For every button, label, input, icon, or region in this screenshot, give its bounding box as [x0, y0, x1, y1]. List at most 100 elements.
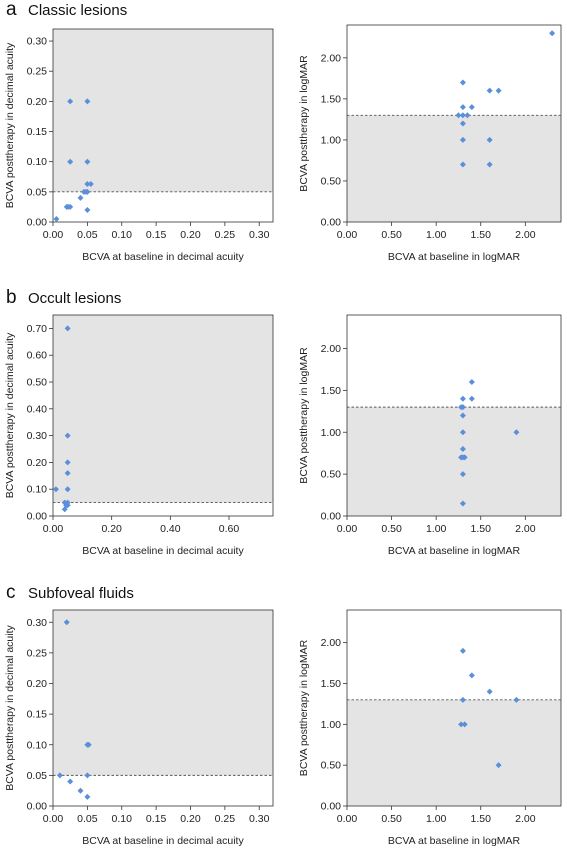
x-axis-label: BCVA at baseline in decimal acuity	[82, 251, 244, 263]
y-tick-label: 0.25	[27, 66, 48, 78]
section-b-letter: b	[6, 287, 17, 308]
data-point	[84, 772, 91, 779]
data-point	[67, 778, 74, 785]
x-tick-label: 0.00	[43, 523, 64, 535]
data-point	[63, 619, 70, 626]
x-tick-label: 0.20	[180, 229, 201, 241]
data-point	[459, 161, 466, 168]
data-point	[458, 404, 465, 411]
section-a-header: a Classic lesions	[6, 0, 127, 20]
section-b-header: b Occult lesions	[6, 287, 121, 308]
y-tick-label: 0.00	[321, 801, 342, 813]
y-tick-label: 0.20	[27, 96, 48, 108]
data-point	[77, 787, 84, 794]
data-point	[459, 136, 466, 143]
data-point	[56, 772, 63, 779]
x-tick-label: 2.00	[515, 229, 536, 241]
section-c-header: c Subfoveal fluids	[6, 582, 134, 603]
y-tick-label: 0.25	[27, 647, 48, 659]
x-tick-label: 2.00	[515, 813, 536, 825]
plot-frame	[52, 609, 274, 807]
y-tick-label: 1.50	[321, 93, 342, 105]
data-point	[495, 762, 502, 769]
x-tick-label: 0.10	[112, 813, 133, 825]
y-axis-label: BCVA posttherapy in decimal acuity	[4, 42, 16, 208]
shaded-region	[53, 610, 273, 776]
x-tick-label: 0.30	[249, 813, 270, 825]
data-point	[486, 688, 493, 695]
data-point	[64, 432, 71, 439]
x-tick-label: 0.00	[337, 229, 358, 241]
x-tick-label: 0.00	[337, 523, 358, 535]
y-tick-label: 0.00	[321, 511, 342, 523]
x-tick-label: 1.50	[471, 813, 492, 825]
x-axis-label: BCVA at baseline in logMAR	[388, 251, 521, 263]
y-tick-label: 0.15	[27, 709, 48, 721]
x-tick-label: 1.50	[471, 523, 492, 535]
y-tick-label: 0.00	[321, 217, 342, 229]
data-point	[64, 459, 71, 466]
section-c-letter: c	[6, 582, 16, 603]
y-axis-label: BCVA posttherapy in logMAR	[298, 347, 310, 484]
data-point	[459, 500, 466, 507]
data-point	[459, 471, 466, 478]
y-tick-label: 0.70	[27, 323, 48, 335]
data-point	[84, 206, 91, 213]
y-tick-label: 0.30	[27, 36, 48, 48]
y-tick-label: 2.00	[321, 343, 342, 355]
y-tick-label: 0.15	[27, 126, 48, 138]
scatter-plot-1: 0.00 0.05 0.10 0.15 0.20 0.25 0.30 0.00 0.05 0.10…	[4, 28, 274, 263]
x-tick-label: 0.60	[219, 523, 240, 535]
data-point	[77, 194, 84, 201]
data-point	[64, 325, 71, 332]
data-point	[495, 87, 502, 94]
x-tick-label: 0.50	[381, 229, 402, 241]
x-tick-label: 1.00	[426, 813, 447, 825]
x-tick-label: 0.00	[43, 229, 64, 241]
data-point	[549, 30, 556, 37]
x-tick-label: 1.00	[426, 229, 447, 241]
y-tick-label: 1.00	[321, 134, 342, 146]
data-point	[513, 696, 520, 703]
x-tick-label: 0.15	[146, 813, 167, 825]
data-point	[65, 203, 72, 210]
plot-frame	[52, 314, 274, 517]
data-point	[459, 429, 466, 436]
data-point	[84, 158, 91, 165]
y-axis-label: BCVA posttherapy in decimal acuity	[4, 624, 16, 790]
data-point	[486, 136, 493, 143]
y-tick-label: 0.30	[27, 430, 48, 442]
section-c-title: Subfoveal fluids	[28, 585, 134, 602]
data-point	[486, 161, 493, 168]
shaded-region	[53, 29, 273, 192]
data-point	[459, 104, 466, 111]
section-a-title: Classic lesions	[28, 2, 127, 19]
data-point	[486, 87, 493, 94]
plot-frame	[346, 609, 562, 807]
x-tick-label: 2.00	[515, 523, 536, 535]
y-tick-label: 0.00	[27, 801, 48, 813]
data-point	[461, 721, 468, 728]
y-axis-label: BCVA posttherapy in decimal acuity	[4, 332, 16, 498]
scatter-plot-4: 0.00 0.50 1.00 1.50 2.00 0.00 0.50 1.00 1.50 2.00…	[298, 314, 562, 557]
x-tick-label: 0.50	[381, 523, 402, 535]
y-tick-label: 1.50	[321, 678, 342, 690]
data-point	[459, 395, 466, 402]
plot-frame	[346, 24, 562, 223]
x-tick-label: 0.00	[43, 813, 64, 825]
y-tick-label: 0.50	[321, 760, 342, 772]
x-tick-label: 1.00	[426, 523, 447, 535]
x-tick-label: 0.40	[160, 523, 181, 535]
scatter-plot-6: 0.00 0.50 1.00 1.50 2.00 0.00 0.50 1.00 1.50 2.00…	[298, 609, 562, 847]
y-axis-label: BCVA posttherapy in logMAR	[298, 55, 310, 192]
section-a-letter: a	[6, 0, 17, 20]
data-point	[468, 672, 475, 679]
x-tick-label: 0.20	[101, 523, 122, 535]
data-point	[84, 793, 91, 800]
data-point	[64, 502, 71, 509]
y-tick-label: 0.50	[321, 175, 342, 187]
data-point	[85, 741, 92, 748]
x-tick-label: 0.30	[249, 229, 270, 241]
y-tick-label: 0.50	[321, 469, 342, 481]
shaded-region	[347, 407, 561, 516]
